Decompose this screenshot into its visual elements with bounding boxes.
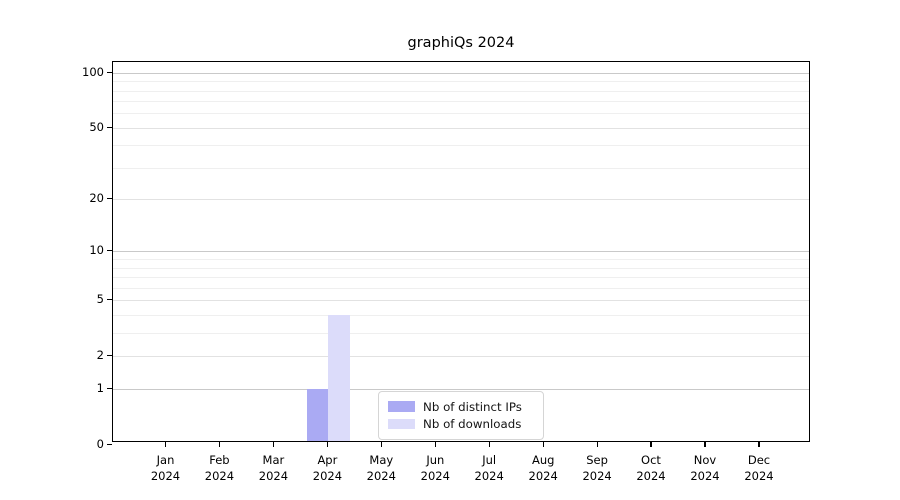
plot-area: Nb of distinct IPs Nb of downloads	[112, 61, 810, 442]
gridline-y-5	[113, 300, 809, 302]
legend-swatch-downloads	[388, 418, 415, 430]
x-tick-label-aug: Aug 2024	[528, 453, 558, 483]
x-tick-mark	[596, 442, 598, 447]
x-tick-label-nov: Nov 2024	[690, 453, 720, 483]
y-tick-mark	[107, 299, 112, 301]
gridline-y-8	[113, 267, 809, 269]
x-tick-mark	[542, 442, 544, 447]
gridline-y-9	[113, 259, 809, 260]
x-tick-label-dec: Dec 2024	[744, 453, 774, 483]
gridline-y-20	[113, 199, 809, 201]
y-tick-label-1: 1	[96, 380, 104, 395]
x-tick-mark	[164, 442, 167, 447]
y-tick-mark	[107, 355, 112, 357]
legend-item-distinct-ips: Nb of distinct IPs	[388, 399, 543, 415]
y-tick-mark	[107, 126, 112, 128]
x-tick-mark	[218, 442, 220, 447]
x-tick-mark	[650, 442, 652, 447]
x-tick-mark	[380, 442, 382, 447]
x-tick-label-apr: Apr 2024	[312, 453, 343, 483]
x-tick-mark	[272, 442, 274, 447]
chart-title: graphiQs 2024	[407, 35, 515, 51]
x-tick-label-mar: Mar 2024	[258, 453, 289, 483]
x-tick-mark	[488, 442, 490, 447]
x-tick-mark	[326, 442, 328, 447]
gridline-y-3	[113, 332, 809, 334]
x-tick-label-may: May 2024	[366, 453, 396, 483]
y-tick-label-0: 0	[96, 436, 104, 451]
y-tick-mark	[107, 387, 112, 389]
gridline-y-50	[113, 127, 809, 129]
x-tick-label-oct: Oct 2024	[636, 453, 666, 483]
legend-label: Nb of distinct IPs	[423, 399, 522, 414]
y-tick-label-10: 10	[89, 243, 104, 258]
gridline-y-100	[113, 72, 809, 74]
x-tick-mark	[758, 442, 760, 447]
gridline-y-4	[113, 314, 809, 316]
gridline-y-60	[113, 113, 809, 115]
x-tick-mark	[434, 442, 436, 447]
gridline-y-6	[113, 287, 809, 289]
gridline-y-7	[113, 277, 809, 278]
gridline-y-1	[113, 388, 809, 390]
gridline-y-70	[113, 101, 809, 103]
x-tick-label-feb: Feb 2024	[204, 453, 235, 483]
y-tick-mark	[107, 443, 112, 445]
y-tick-label-50: 50	[89, 119, 104, 134]
bar-apr-distinct-ips	[306, 388, 329, 441]
y-tick-label-100: 100	[82, 64, 104, 79]
gridline-y-80	[113, 90, 809, 92]
y-tick-label-20: 20	[89, 191, 104, 206]
x-tick-label-sep: Sep 2024	[582, 453, 612, 483]
legend-label: Nb of downloads	[423, 417, 522, 431]
x-tick-label-jun: Jun 2024	[420, 453, 450, 483]
x-tick-label-jul: Jul 2024	[474, 453, 504, 483]
gridline-y-90	[113, 81, 809, 83]
gridline-y-40	[113, 145, 809, 147]
legend-swatch-distinct-ips	[388, 401, 415, 412]
x-tick-label-jan: Jan 2024	[150, 453, 181, 483]
y-tick-mark	[107, 250, 112, 252]
legend: Nb of distinct IPs Nb of downloads	[378, 391, 544, 440]
gridline-y-2	[113, 356, 809, 357]
y-tick-label-2: 2	[96, 348, 104, 362]
y-tick-label-5: 5	[96, 292, 104, 307]
bar-apr-downloads	[328, 314, 351, 441]
gridline-y-30	[113, 167, 809, 169]
y-tick-mark	[107, 71, 112, 73]
legend-item-downloads: Nb of downloads	[388, 416, 543, 432]
y-tick-mark	[107, 198, 112, 200]
x-tick-mark	[704, 442, 706, 447]
gridline-y-10	[113, 251, 809, 253]
